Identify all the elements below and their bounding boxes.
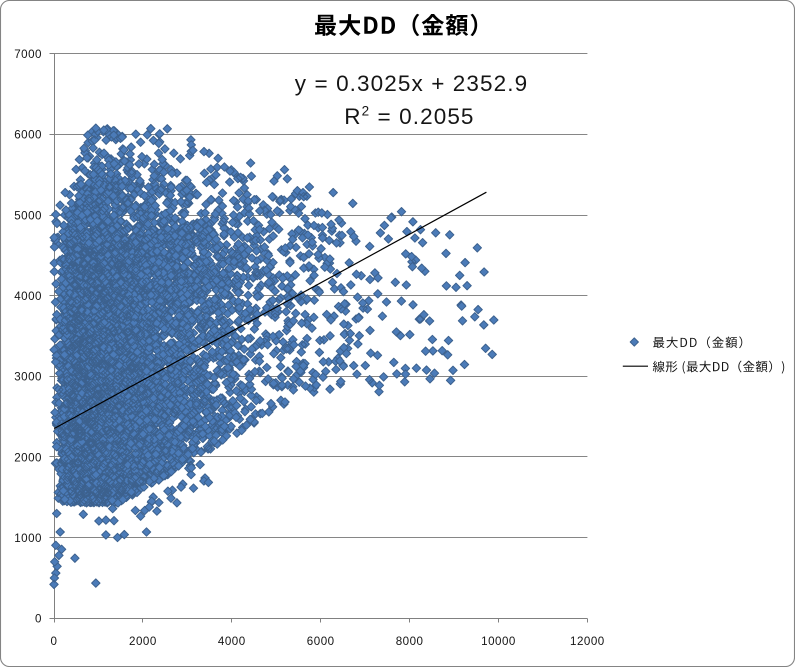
svg-text:3000: 3000 bbox=[14, 371, 42, 384]
svg-text:4000: 4000 bbox=[14, 290, 42, 303]
svg-text:0: 0 bbox=[35, 613, 42, 626]
svg-text:10000: 10000 bbox=[481, 635, 516, 648]
svg-text:5000: 5000 bbox=[14, 209, 42, 222]
svg-text:1000: 1000 bbox=[14, 532, 42, 545]
svg-text:6000: 6000 bbox=[307, 635, 335, 648]
svg-text:y = 0.3025x + 2352.9: y = 0.3025x + 2352.9 bbox=[295, 71, 528, 96]
svg-text:2000: 2000 bbox=[129, 635, 157, 648]
svg-text:0: 0 bbox=[51, 635, 58, 648]
svg-text:2000: 2000 bbox=[14, 451, 42, 464]
svg-text:4000: 4000 bbox=[218, 635, 246, 648]
svg-text:6000: 6000 bbox=[14, 129, 42, 142]
svg-text:12000: 12000 bbox=[570, 635, 605, 648]
svg-text:8000: 8000 bbox=[396, 635, 424, 648]
svg-text:7000: 7000 bbox=[14, 48, 42, 61]
